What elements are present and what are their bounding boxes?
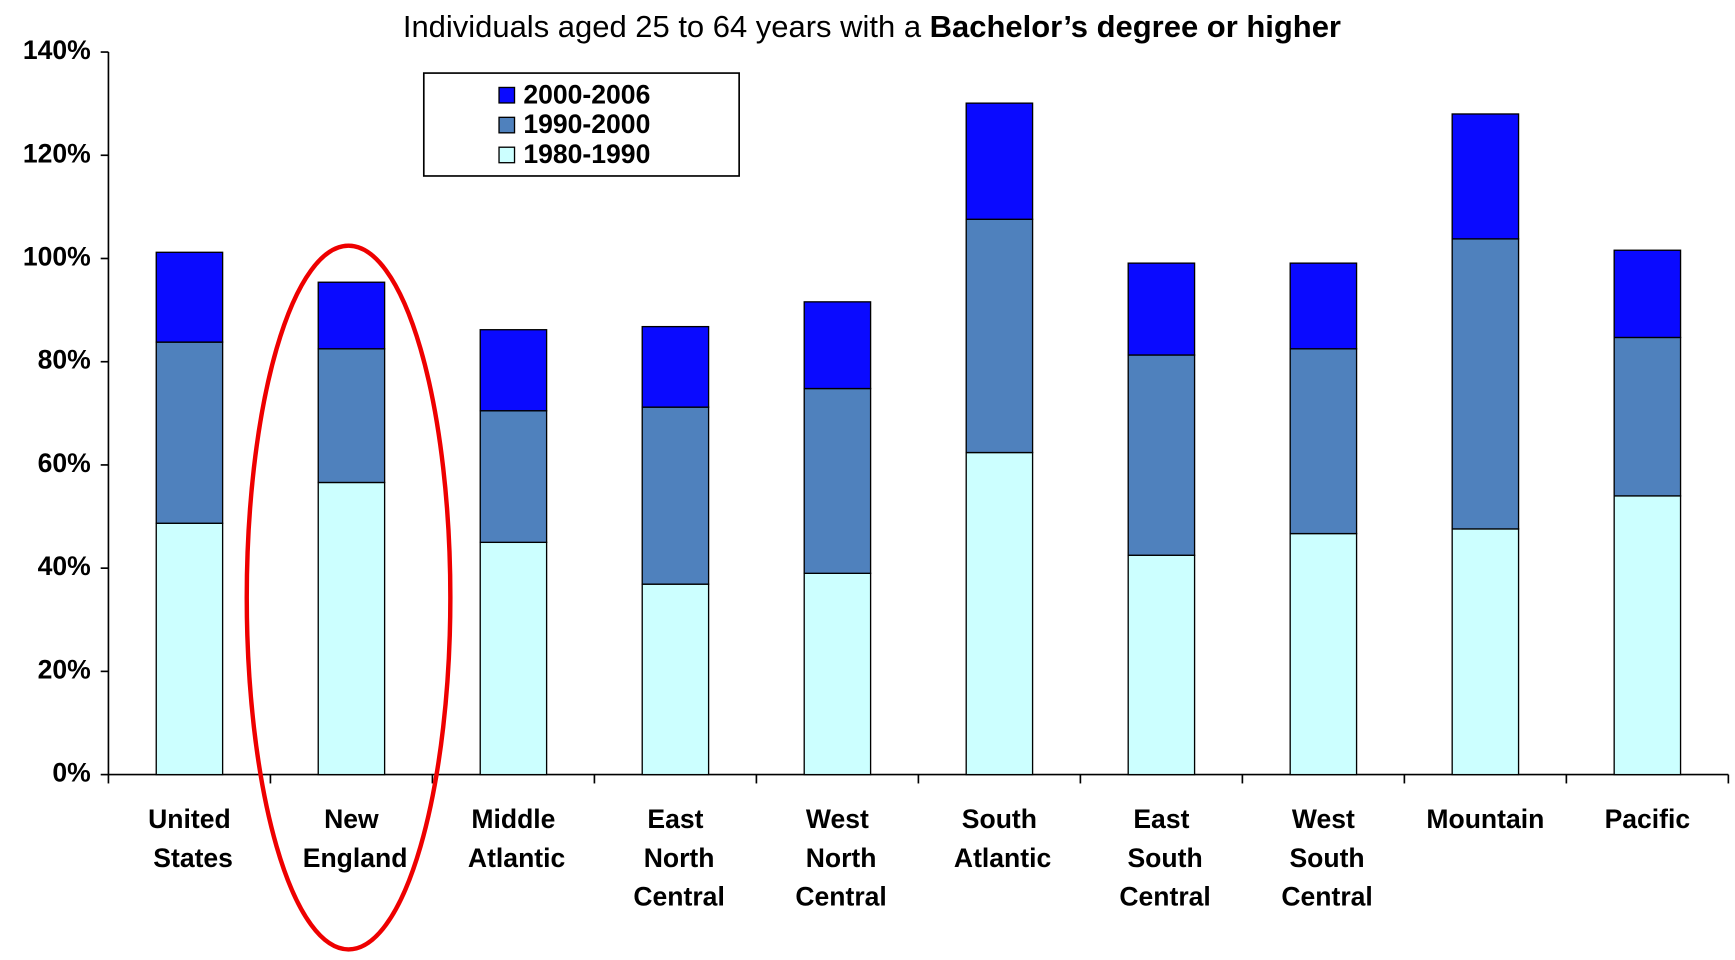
y-tick-label: 20% <box>38 654 91 684</box>
x-tick-label: Mountain <box>1426 804 1544 834</box>
bar-segment <box>1289 348 1358 535</box>
bar-segment <box>1289 262 1358 350</box>
bar-segment <box>1127 262 1196 356</box>
y-tick-label: 0% <box>52 758 90 788</box>
x-tick-label: New England <box>295 804 407 873</box>
bar-segment <box>803 387 872 574</box>
plot: 0% 20% 40% 60% 80% 100% 120% 140% United States N… <box>23 35 1730 912</box>
x-tick-label: East North Central <box>626 804 725 911</box>
bar-segment <box>479 541 548 776</box>
legend-swatch <box>498 146 516 164</box>
x-tick-label: West North Central <box>788 804 887 911</box>
y-tick-label: 80% <box>38 345 91 375</box>
legend-label: 1980-1990 <box>523 139 650 169</box>
bar-segment <box>155 251 224 343</box>
bar-segment <box>1127 554 1196 776</box>
bar-segment <box>317 481 386 776</box>
y-tick-label: 140% <box>23 35 91 65</box>
bar-segment <box>1613 495 1682 776</box>
bar-segment <box>965 218 1034 454</box>
bar-segment <box>641 406 710 585</box>
y-tick-label: 100% <box>23 242 91 272</box>
bar-segment <box>479 329 548 412</box>
bar-segment <box>641 583 710 776</box>
chart-title: Individuals aged 25 to 64 years with a B… <box>403 9 1341 44</box>
x-tick-label: West South Central <box>1274 804 1373 911</box>
bar-segment <box>803 301 872 390</box>
legend-box <box>422 72 740 177</box>
bar-segment <box>641 325 710 408</box>
legend-label: 2000-2006 <box>523 79 650 109</box>
bar-segment <box>1451 113 1520 240</box>
bar-segment <box>803 572 872 776</box>
bar-segment <box>317 281 386 350</box>
bar-segment <box>1127 354 1196 556</box>
x-tick-label: Pacific <box>1605 804 1691 834</box>
x-tick-label: South Atlantic <box>948 804 1052 873</box>
highlight-ellipse <box>244 243 453 952</box>
bar-segment <box>1613 249 1682 339</box>
legend-label: 1990-2000 <box>523 109 650 139</box>
y-tick-label: 40% <box>38 551 91 581</box>
title-part: Individuals aged 25 to 64 years with a <box>403 9 922 44</box>
bar-segment <box>317 348 386 484</box>
bar-segment <box>479 410 548 544</box>
x-tick-label: Middle Atlantic <box>462 804 566 873</box>
bar-segment <box>155 522 224 776</box>
bar-segment <box>1451 238 1520 530</box>
x-tick-label: United States <box>146 804 233 873</box>
x-tick-label: East South Central <box>1112 804 1211 911</box>
title-part: Bachelor’s degree or higher <box>930 9 1341 44</box>
bar-segment <box>1289 532 1358 776</box>
legend-swatch <box>498 116 516 134</box>
bar-segment <box>965 451 1034 776</box>
legend-swatch <box>498 86 516 104</box>
bar-segment <box>965 102 1034 220</box>
bar-segment <box>155 341 224 524</box>
bar-segment <box>1451 528 1520 776</box>
y-tick-label: 60% <box>38 448 91 478</box>
y-tick-label: 120% <box>23 138 91 168</box>
bar-segment <box>1613 336 1682 497</box>
